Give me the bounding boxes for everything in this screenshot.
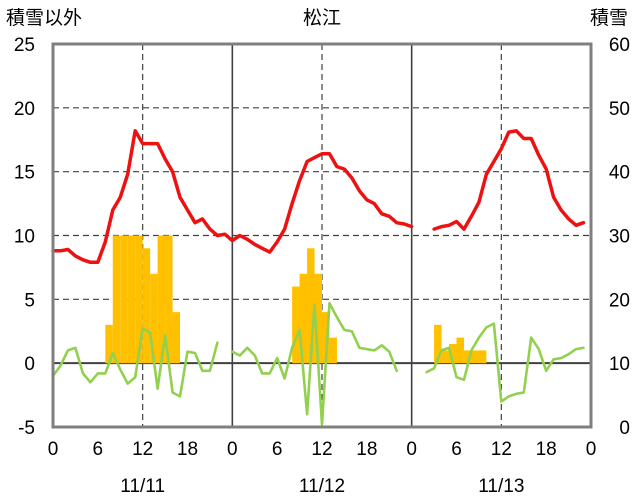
precip-bar [165, 235, 173, 364]
x-tick-label: 18 [536, 439, 557, 460]
x-tick-label: 6 [272, 439, 283, 460]
precip-bar [157, 235, 166, 364]
x-tick-label: 12 [491, 439, 512, 460]
precip-bar [142, 248, 151, 364]
plot-border [51, 42, 593, 429]
x-tick-label: 12 [132, 439, 153, 460]
chart-title: 松江 [303, 7, 341, 29]
left-tick-label: 20 [14, 99, 35, 120]
precip-bar [150, 273, 158, 364]
date-label: 11/11 [120, 476, 165, 497]
precip-bar [322, 312, 330, 364]
left-axis-title: 積雪以外 [6, 7, 82, 29]
left-tick-label: 25 [14, 35, 35, 56]
series-lines [51, 129, 586, 426]
temperature-line [51, 129, 414, 265]
precip-bar [456, 337, 464, 364]
precip-bar [292, 286, 300, 364]
plot-frame [51, 42, 593, 429]
precip-bar [299, 273, 308, 364]
date-label: 11/13 [478, 476, 524, 497]
precip-bar [441, 350, 450, 364]
green-series-line [51, 327, 219, 398]
right-axis-title: 積雪 [590, 7, 628, 29]
precip-bar [434, 324, 442, 364]
x-tick-label: 0 [406, 439, 417, 460]
left-tick-label: 15 [14, 163, 35, 184]
right-tick-label: 30 [609, 227, 630, 248]
left-tick-label: 5 [24, 290, 35, 311]
x-tick-label: 18 [177, 439, 198, 460]
precip-bar [307, 248, 315, 364]
left-tick-label: -5 [18, 418, 35, 439]
left-tick-label: 10 [14, 227, 35, 248]
x-tick-label: 18 [356, 439, 377, 460]
green-series-line [231, 301, 399, 426]
date-label: 11/12 [299, 476, 345, 497]
x-tick-label: 0 [48, 439, 59, 460]
precip-bar [471, 350, 479, 364]
precip-bar [449, 344, 457, 364]
precip-bar [478, 350, 487, 364]
precipitation-bars [105, 235, 487, 364]
precip-bar [314, 273, 322, 364]
precip-bar [135, 235, 143, 364]
precip-bar [105, 324, 113, 364]
right-tick-label: 60 [609, 35, 630, 56]
right-tick-label: 50 [609, 99, 630, 120]
x-tick-label: 0 [227, 439, 238, 460]
precip-bar [120, 235, 128, 364]
right-tick-label: 40 [609, 163, 630, 184]
x-tick-label: 0 [586, 439, 597, 460]
temperature-line [432, 129, 586, 231]
x-tick-label: 6 [451, 439, 462, 460]
left-tick-label: 0 [24, 354, 35, 375]
x-tick-label: 6 [93, 439, 104, 460]
right-tick-label: 10 [609, 354, 630, 375]
precip-bar [463, 350, 472, 364]
precip-bar [329, 337, 337, 364]
x-tick-label: 12 [311, 439, 332, 460]
precip-bar [112, 235, 121, 364]
right-tick-label: 0 [619, 418, 630, 439]
precip-bar [172, 312, 181, 364]
precip-bar [127, 235, 136, 364]
right-tick-label: 20 [609, 290, 630, 311]
green-series-line [425, 322, 585, 403]
